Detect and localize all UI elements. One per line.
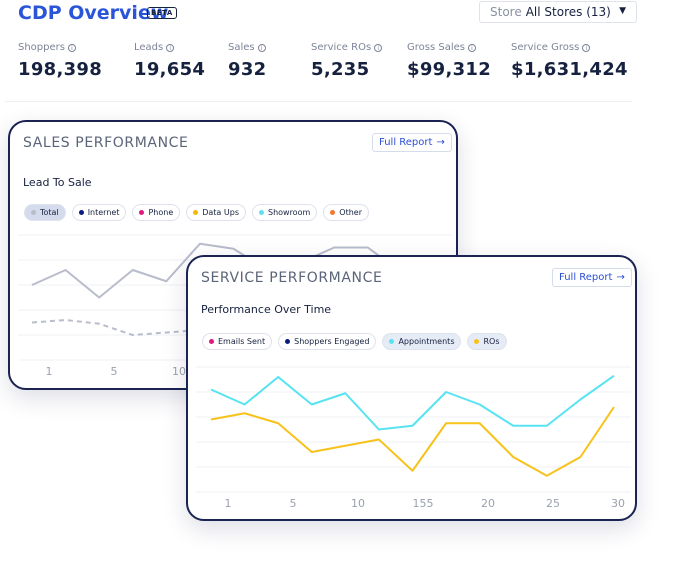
metric-label-row: Service ROs i [311, 42, 383, 53]
legend-item[interactable]: Shoppers Engaged [278, 333, 377, 350]
legend-dot [258, 210, 264, 215]
metric-label-row: Gross Sales i [407, 42, 491, 53]
full-report-button[interactable]: Full Report → [372, 133, 452, 152]
legend-dot [474, 339, 480, 344]
series-line [210, 374, 615, 431]
metric-value: 5,235 [311, 59, 370, 80]
metric-value: 19,654 [134, 59, 206, 80]
metric-label: Sales [228, 42, 255, 53]
metric: Service ROs i 5,235 [311, 42, 383, 80]
chart-subtitle: Performance Over Time [201, 303, 332, 316]
legend-item[interactable]: Phone [132, 204, 181, 221]
legend-dot [193, 210, 199, 215]
caret-icon: ▼ [619, 6, 626, 16]
legend-label: Shoppers Engaged [294, 337, 370, 346]
legend-item[interactable]: Emails Sent [202, 333, 273, 350]
series-line [31, 242, 436, 299]
info-icon: i [166, 43, 175, 52]
x-tick-label: 25 [546, 497, 560, 510]
metric: Sales i 932 [228, 42, 266, 80]
x-tick-label: 20 [481, 497, 495, 510]
x-tick-label: 10 [351, 497, 365, 510]
page-title: CDP Overview [18, 2, 169, 24]
x-tick-label: 1 [225, 497, 232, 510]
legend-dot [139, 210, 145, 215]
legend-label: Total [40, 208, 59, 217]
info-icon: i [67, 43, 76, 52]
legend-label: Internet [87, 208, 120, 217]
button-label: Full Report [559, 272, 613, 283]
chart-plot: 1 5 10 155 20 25 30 [196, 366, 631, 510]
series-line [31, 319, 436, 336]
x-tick-label: 5 [290, 497, 297, 510]
legend-dot [389, 339, 395, 344]
legend-item[interactable]: Internet [71, 204, 127, 221]
legend-item[interactable]: Showroom [251, 204, 318, 221]
metric-value: 198,398 [18, 59, 103, 80]
legend: Total Internet Phone Data Ups Showroom Other [24, 204, 369, 221]
arrow-icon: → [616, 272, 625, 283]
x-tick-label: 10 [172, 365, 186, 378]
store-label: Store [490, 5, 522, 19]
legend-dot [78, 210, 84, 215]
legend-label: Phone [148, 208, 174, 217]
store-select[interactable]: Store All Stores (13) ▼ [479, 1, 637, 23]
legend-item[interactable]: Total [24, 204, 66, 221]
legend-label: Emails Sent [218, 337, 266, 346]
info-icon: i [257, 43, 266, 52]
legend-label: ROs [483, 337, 500, 346]
legend-item[interactable]: Data Ups [186, 204, 246, 221]
metric-label: Gross Sales [407, 42, 465, 53]
metric-label-row: Leads i [134, 42, 205, 53]
x-tick-label: 5 [111, 365, 118, 378]
legend-label: Data Ups [202, 208, 239, 217]
series-line [210, 406, 615, 477]
separator [5, 101, 632, 102]
x-tick-label: 155 [413, 497, 434, 510]
info-icon: i [374, 43, 383, 52]
full-report-button[interactable]: Full Report → [552, 268, 632, 287]
arrow-icon: → [436, 137, 445, 148]
x-tick-label: 1 [46, 365, 53, 378]
chart-subtitle: Lead To Sale [23, 176, 92, 189]
card-title: SALES PERFORMANCE [23, 135, 189, 151]
metric-value: $99,312 [407, 59, 492, 80]
legend-dot [209, 339, 214, 344]
metric-label-row: Shoppers i [18, 42, 102, 53]
legend-item[interactable]: Appointments [382, 333, 462, 350]
metric-label: Shoppers [18, 42, 65, 53]
store-value: All Stores (13) [525, 5, 611, 19]
info-icon: i [582, 43, 591, 52]
legend-label: Appointments [398, 337, 455, 346]
metric-value: 932 [228, 59, 267, 80]
legend-dot [31, 210, 36, 215]
metric-label-row: Service Gross i [511, 42, 628, 53]
legend-dot [330, 210, 336, 215]
legend-label: Other [339, 208, 362, 217]
metric-label-row: Sales i [228, 42, 266, 53]
metric: Service Gross i $1,631,424 [511, 42, 628, 80]
metric: Shoppers i 198,398 [18, 42, 102, 80]
legend: Emails Sent Shoppers Engaged Appointments R… [202, 333, 507, 350]
x-tick-label: 30 [611, 497, 625, 510]
card-title: SERVICE PERFORMANCE [201, 270, 383, 286]
metric-value: $1,631,424 [511, 59, 628, 80]
metric-label: Service ROs [311, 42, 372, 53]
beta-badge: BETA [147, 7, 177, 19]
metric: Gross Sales i $99,312 [407, 42, 491, 80]
legend-item[interactable]: ROs [467, 333, 507, 350]
metric-label: Leads [134, 42, 164, 53]
legend-label: Showroom [267, 208, 311, 217]
info-icon: i [467, 43, 476, 52]
chart-card: 1 5 10 155 20 25 30 SERVICE PERFORMANCE Full Rep… [186, 255, 637, 521]
button-label: Full Report [379, 137, 433, 148]
metric-label: Service Gross [511, 42, 580, 53]
legend-item[interactable]: Other [323, 204, 369, 221]
metric: Leads i 19,654 [134, 42, 205, 80]
legend-dot [285, 339, 291, 344]
